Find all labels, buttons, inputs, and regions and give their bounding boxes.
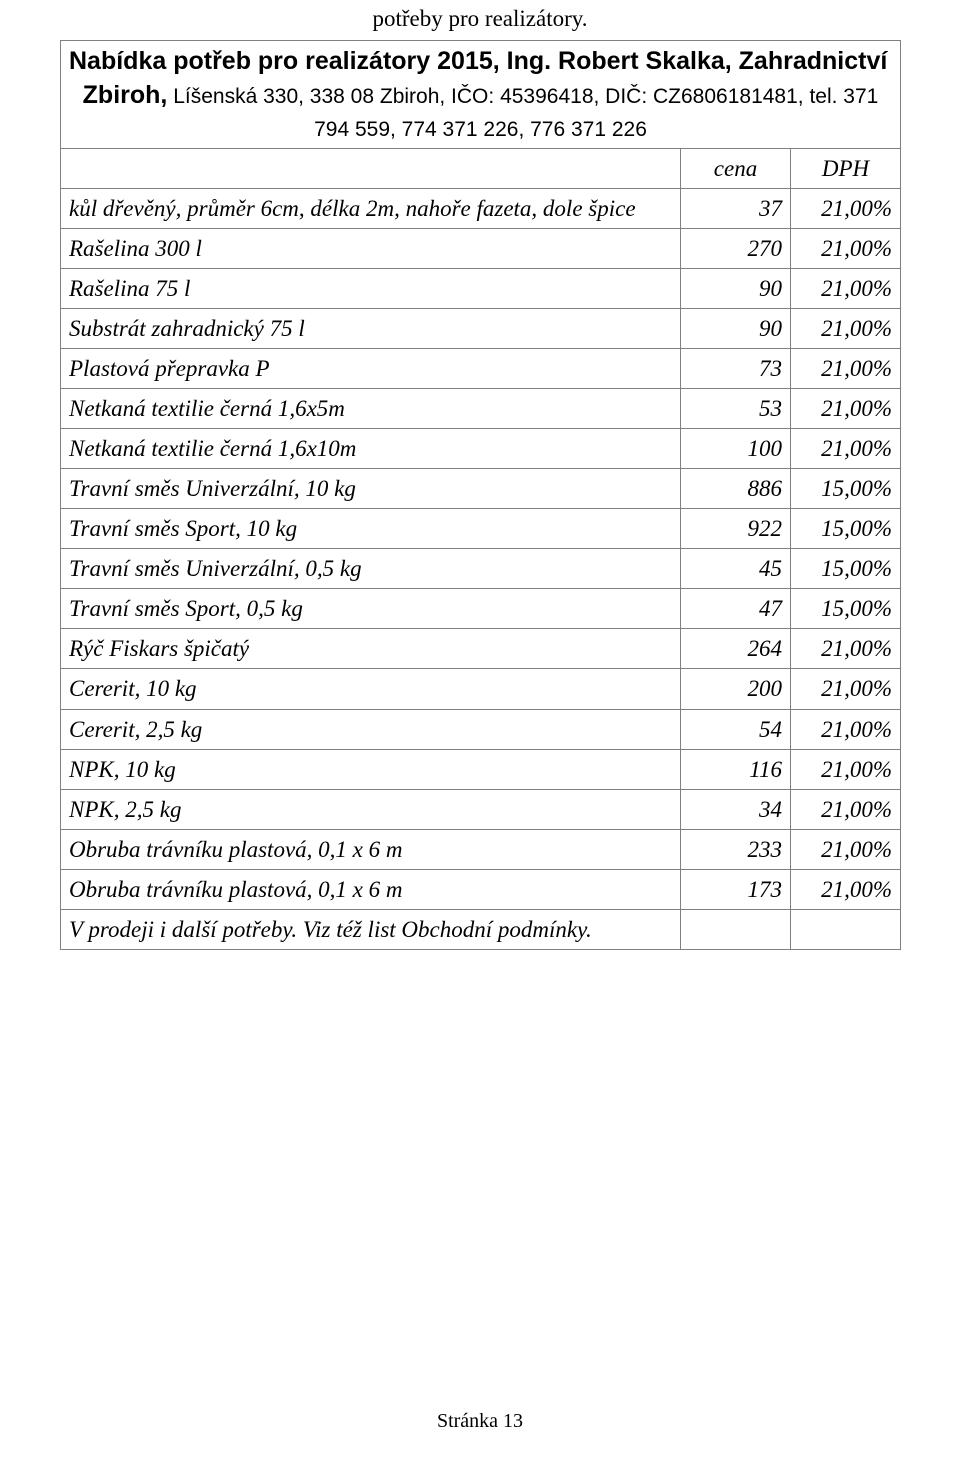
cell-vat: 21,00%: [791, 389, 901, 429]
col-item-empty: [61, 148, 681, 188]
table-row: Rašelina 300 l27021,00%: [61, 228, 901, 268]
cell-vat: 21,00%: [791, 429, 901, 469]
cell-item: Rašelina 300 l: [61, 228, 681, 268]
cell-price: 270: [681, 228, 791, 268]
cell-price: 47: [681, 589, 791, 629]
cell-price: 90: [681, 268, 791, 308]
cell-item: Rašelina 75 l: [61, 268, 681, 308]
table-row: Cererit, 10 kg20021,00%: [61, 669, 901, 709]
cell-price: 53: [681, 389, 791, 429]
table-row: Travní směs Univerzální, 10 kg88615,00%: [61, 469, 901, 509]
cell-price: 922: [681, 509, 791, 549]
cell-vat: [791, 909, 901, 949]
header-row: Nabídka potřeb pro realizátory 2015, Ing…: [61, 41, 901, 149]
page-footer: Stránka 13: [0, 1410, 960, 1433]
table-row: NPK, 10 kg11621,00%: [61, 749, 901, 789]
cell-vat: 21,00%: [791, 268, 901, 308]
table-row: Travní směs Sport, 10 kg92215,00%: [61, 509, 901, 549]
col-price-header: cena: [681, 148, 791, 188]
cell-vat: 21,00%: [791, 829, 901, 869]
cell-vat: 21,00%: [791, 629, 901, 669]
cell-item: V prodeji i další potřeby. Viz též list …: [61, 909, 681, 949]
cell-price: 173: [681, 869, 791, 909]
table-row: Obruba trávníku plastová, 0,1 x 6 m17321…: [61, 869, 901, 909]
cell-price: 45: [681, 549, 791, 589]
cell-vat: 21,00%: [791, 188, 901, 228]
cell-price: 54: [681, 709, 791, 749]
cell-item: Netkaná textilie černá 1,6x5m: [61, 389, 681, 429]
cell-item: kůl dřevěný, průměr 6cm, délka 2m, nahoř…: [61, 188, 681, 228]
top-caption: potřeby pro realizátory.: [60, 0, 900, 40]
col-vat-header: DPH: [791, 148, 901, 188]
cell-vat: 15,00%: [791, 509, 901, 549]
cell-price: 116: [681, 749, 791, 789]
cell-price: 200: [681, 669, 791, 709]
cell-price: 233: [681, 829, 791, 869]
cell-item: Travní směs Univerzální, 0,5 kg: [61, 549, 681, 589]
table-row: Rýč Fiskars špičatý26421,00%: [61, 629, 901, 669]
column-header-row: cena DPH: [61, 148, 901, 188]
cell-price: 90: [681, 309, 791, 349]
cell-item: NPK, 2,5 kg: [61, 789, 681, 829]
header-line2-bold: Zbiroh,: [83, 81, 168, 109]
cell-vat: 21,00%: [791, 789, 901, 829]
cell-price: 34: [681, 789, 791, 829]
price-table: Nabídka potřeb pro realizátory 2015, Ing…: [60, 40, 901, 950]
cell-item: Obruba trávníku plastová, 0,1 x 6 m: [61, 829, 681, 869]
cell-item: Netkaná textilie černá 1,6x10m: [61, 429, 681, 469]
table-row: V prodeji i další potřeby. Viz též list …: [61, 909, 901, 949]
cell-item: Travní směs Sport, 10 kg: [61, 509, 681, 549]
cell-item: NPK, 10 kg: [61, 749, 681, 789]
cell-item: Substrát zahradnický 75 l: [61, 309, 681, 349]
cell-price: 37: [681, 188, 791, 228]
cell-item: Plastová přepravka P: [61, 349, 681, 389]
cell-item: Rýč Fiskars špičatý: [61, 629, 681, 669]
cell-vat: 15,00%: [791, 549, 901, 589]
table-row: Travní směs Sport, 0,5 kg4715,00%: [61, 589, 901, 629]
cell-price: 886: [681, 469, 791, 509]
cell-price: 100: [681, 429, 791, 469]
table-row: Rašelina 75 l9021,00%: [61, 268, 901, 308]
cell-item: Obruba trávníku plastová, 0,1 x 6 m: [61, 869, 681, 909]
cell-vat: 21,00%: [791, 869, 901, 909]
cell-item: Travní směs Univerzální, 10 kg: [61, 469, 681, 509]
table-row: Substrát zahradnický 75 l9021,00%: [61, 309, 901, 349]
cell-price: 73: [681, 349, 791, 389]
cell-vat: 15,00%: [791, 589, 901, 629]
cell-vat: 15,00%: [791, 469, 901, 509]
cell-price: 264: [681, 629, 791, 669]
cell-vat: 21,00%: [791, 349, 901, 389]
header-line2-rest: Líšenská 330, 338 08 Zbiroh, IČO: 453964…: [167, 85, 878, 141]
cell-item: Cererit, 2,5 kg: [61, 709, 681, 749]
table-row: Netkaná textilie černá 1,6x10m10021,00%: [61, 429, 901, 469]
table-row: Netkaná textilie černá 1,6x5m5321,00%: [61, 389, 901, 429]
cell-vat: 21,00%: [791, 669, 901, 709]
cell-vat: 21,00%: [791, 309, 901, 349]
header-line1: Nabídka potřeb pro realizátory 2015, Ing…: [69, 47, 887, 75]
table-row: Obruba trávníku plastová, 0,1 x 6 m23321…: [61, 829, 901, 869]
cell-item: Cererit, 10 kg: [61, 669, 681, 709]
table-row: Plastová přepravka P7321,00%: [61, 349, 901, 389]
cell-vat: 21,00%: [791, 228, 901, 268]
cell-vat: 21,00%: [791, 749, 901, 789]
table-row: Travní směs Univerzální, 0,5 kg4515,00%: [61, 549, 901, 589]
table-row: Cererit, 2,5 kg5421,00%: [61, 709, 901, 749]
cell-vat: 21,00%: [791, 709, 901, 749]
table-row: kůl dřevěný, průměr 6cm, délka 2m, nahoř…: [61, 188, 901, 228]
table-row: NPK, 2,5 kg3421,00%: [61, 789, 901, 829]
cell-price: [681, 909, 791, 949]
cell-item: Travní směs Sport, 0,5 kg: [61, 589, 681, 629]
